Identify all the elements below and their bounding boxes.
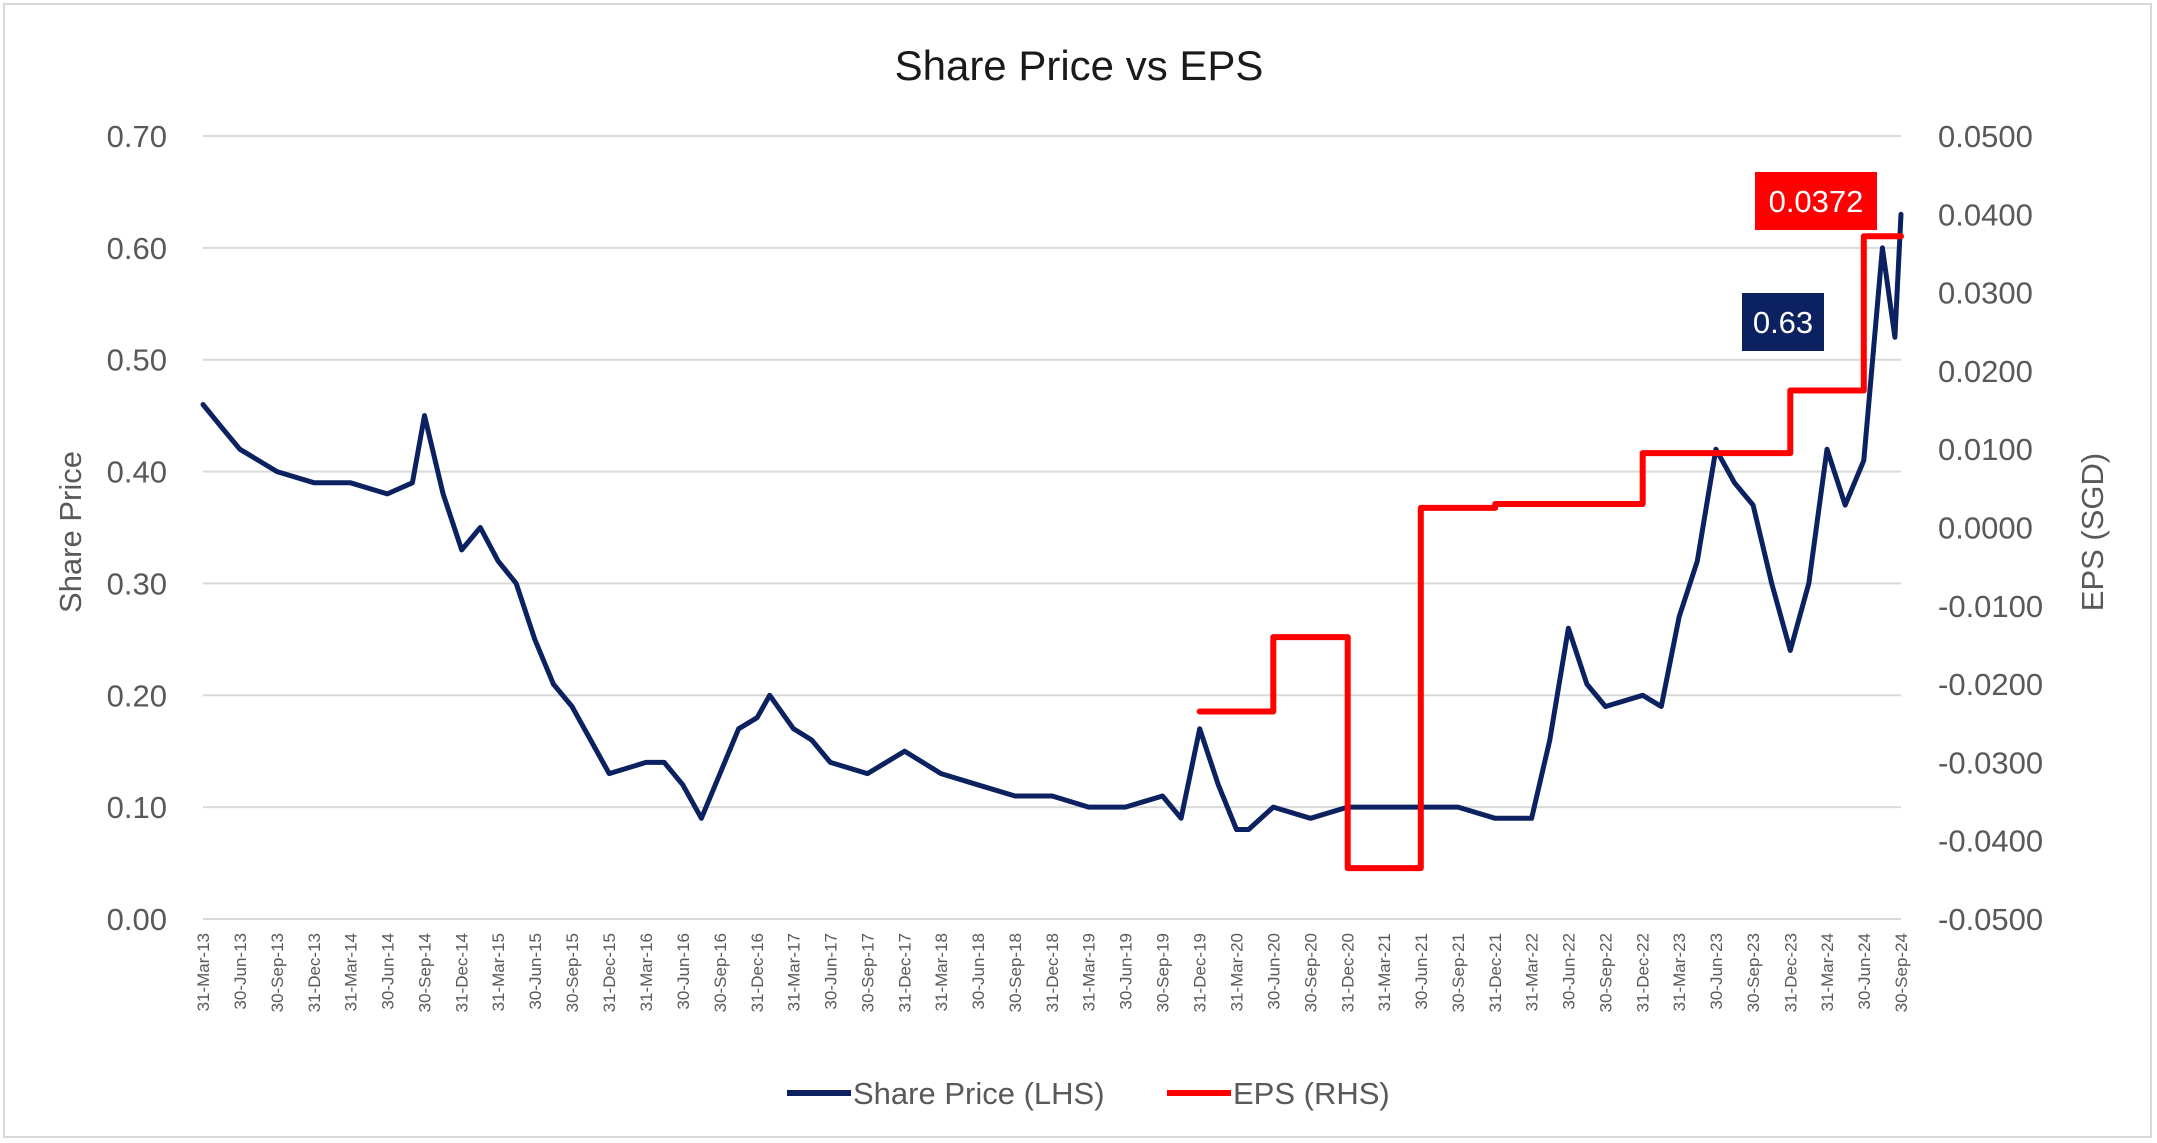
callout-box bbox=[1755, 172, 1877, 230]
share-price-line bbox=[200, 211, 1904, 832]
x-tick-label: 30-Sep-13 bbox=[268, 933, 287, 1012]
x-tick-label: 31-Dec-16 bbox=[748, 933, 767, 1012]
x-tick-label: 31-Mar-23 bbox=[1670, 933, 1689, 1011]
x-tick-label: 31-Mar-19 bbox=[1080, 933, 1099, 1011]
x-tick-label: 31-Mar-15 bbox=[489, 933, 508, 1011]
right-axis-title: EPS (SGD) bbox=[2075, 453, 2110, 611]
x-tick-label: 30-Jun-21 bbox=[1412, 933, 1431, 1010]
x-tick-label: 31-Mar-17 bbox=[785, 933, 804, 1011]
legend-label: Share Price (LHS) bbox=[853, 1076, 1105, 1111]
callout-label: 0.63 bbox=[1753, 305, 1813, 340]
x-tick-label: 30-Jun-18 bbox=[969, 933, 988, 1010]
x-tick-label: 30-Sep-20 bbox=[1301, 933, 1320, 1012]
eps-line bbox=[1196, 233, 1904, 872]
x-tick-label: 30-Sep-18 bbox=[1006, 933, 1025, 1012]
x-tick-label: 31-Mar-24 bbox=[1818, 933, 1837, 1011]
left-tick-label: 0.20 bbox=[107, 678, 167, 713]
x-tick-label: 31-Mar-13 bbox=[194, 933, 213, 1011]
legend-label: EPS (RHS) bbox=[1233, 1076, 1390, 1111]
left-axis-title: Share Price bbox=[53, 451, 88, 613]
x-tick-label: 30-Sep-24 bbox=[1892, 933, 1911, 1012]
callout-labels: 0.0372 0.63 bbox=[1742, 172, 1877, 351]
right-tick-label: -0.0400 bbox=[1938, 824, 2043, 859]
chart-title: Share Price vs EPS bbox=[895, 42, 1264, 89]
x-tick-label: 31-Dec-21 bbox=[1486, 933, 1505, 1012]
callout-share-price: 0.63 bbox=[1742, 293, 1824, 351]
x-tick-label: 30-Jun-24 bbox=[1855, 933, 1874, 1010]
x-tick-label: 31-Dec-19 bbox=[1191, 933, 1210, 1012]
x-tick-label: 30-Jun-15 bbox=[526, 933, 545, 1010]
x-tick-label: 31-Dec-13 bbox=[305, 933, 324, 1012]
x-tick-label: 30-Jun-19 bbox=[1116, 933, 1135, 1010]
x-tick-label: 31-Dec-20 bbox=[1339, 933, 1358, 1012]
x-tick-label: 30-Sep-17 bbox=[858, 933, 877, 1012]
callout-label: 0.0372 bbox=[1769, 184, 1864, 219]
x-tick-label: 31-Mar-21 bbox=[1375, 933, 1394, 1011]
x-tick-label: 30-Jun-16 bbox=[674, 933, 693, 1010]
right-tick-label: 0.0000 bbox=[1938, 511, 2033, 546]
right-axis-ticks: -0.0500 -0.0400 -0.0300 -0.0200 -0.0100 0.000… bbox=[1938, 119, 2043, 937]
x-tick-label: 30-Jun-20 bbox=[1264, 933, 1283, 1010]
left-tick-label: 0.60 bbox=[107, 231, 167, 266]
callout-eps: 0.0372 bbox=[1755, 172, 1877, 230]
x-tick-label: 30-Sep-19 bbox=[1154, 933, 1173, 1012]
chart-canvas: Share Price vs EPS 0.000.100.200.300.400… bbox=[53, 42, 2110, 1111]
x-tick-label: 31-Mar-14 bbox=[342, 933, 361, 1011]
left-tick-label: 0.50 bbox=[107, 343, 167, 378]
left-tick-label: 0.10 bbox=[107, 790, 167, 825]
x-tick-label: 31-Dec-18 bbox=[1043, 933, 1062, 1012]
right-tick-label: 0.0400 bbox=[1938, 197, 2033, 232]
left-tick-label: 0.00 bbox=[107, 902, 167, 937]
x-tick-label: 30-Jun-23 bbox=[1707, 933, 1726, 1010]
x-tick-label: 31-Dec-14 bbox=[453, 933, 472, 1012]
callout-box bbox=[1742, 293, 1824, 351]
x-tick-label: 30-Jun-17 bbox=[821, 933, 840, 1010]
right-tick-label: 0.0300 bbox=[1938, 276, 2033, 311]
left-tick-label: 0.40 bbox=[107, 455, 167, 490]
right-tick-label: 0.0200 bbox=[1938, 354, 2033, 389]
x-tick-label: 31-Dec-15 bbox=[600, 933, 619, 1012]
x-tick-label: 30-Sep-21 bbox=[1449, 933, 1468, 1012]
x-tick-label: 31-Dec-22 bbox=[1634, 933, 1653, 1012]
x-tick-label: 31-Mar-20 bbox=[1228, 933, 1247, 1011]
left-tick-label: 0.70 bbox=[107, 119, 167, 154]
right-tick-label: -0.0100 bbox=[1938, 589, 2043, 624]
x-tick-label: 31-Mar-16 bbox=[637, 933, 656, 1011]
left-tick-label: 0.30 bbox=[107, 566, 167, 601]
legend: Share Price (LHS) EPS (RHS) bbox=[787, 1076, 1390, 1111]
series-layer bbox=[200, 211, 1904, 872]
x-tick-label: 30-Sep-15 bbox=[563, 933, 582, 1012]
right-tick-label: -0.0500 bbox=[1938, 902, 2043, 937]
x-tick-label: 30-Sep-23 bbox=[1744, 933, 1763, 1012]
x-tick-label: 30-Jun-13 bbox=[231, 933, 250, 1010]
x-tick-label: 31-Dec-17 bbox=[896, 933, 915, 1012]
x-tick-label: 31-Dec-23 bbox=[1781, 933, 1800, 1012]
right-tick-label: 0.0500 bbox=[1938, 119, 2033, 154]
right-tick-label: 0.0100 bbox=[1938, 432, 2033, 467]
x-axis-ticks: 31-Mar-13 30-Jun-13 30-Sep-13 31-Dec-13 31-M… bbox=[194, 933, 1911, 1012]
x-tick-label: 30-Sep-14 bbox=[415, 933, 434, 1012]
left-axis-ticks: 0.00 0.10 0.20 0.30 0.40 0.50 0.60 0.70 bbox=[107, 119, 167, 937]
right-tick-label: -0.0300 bbox=[1938, 745, 2043, 780]
x-tick-label: 30-Jun-14 bbox=[378, 933, 397, 1010]
gridlines bbox=[203, 135, 1901, 920]
chart-frame: Share Price vs EPS 0.00 0.10 0.20 0.30 0.40 0… bbox=[3, 3, 2152, 1138]
x-tick-label: 30-Jun-22 bbox=[1559, 933, 1578, 1010]
x-tick-label: 30-Sep-22 bbox=[1597, 933, 1616, 1012]
x-tick-label: 30-Sep-16 bbox=[711, 933, 730, 1012]
x-tick-label: 31-Mar-22 bbox=[1523, 933, 1542, 1011]
right-tick-label: -0.0200 bbox=[1938, 667, 2043, 702]
x-tick-label: 31-Mar-18 bbox=[932, 933, 951, 1011]
